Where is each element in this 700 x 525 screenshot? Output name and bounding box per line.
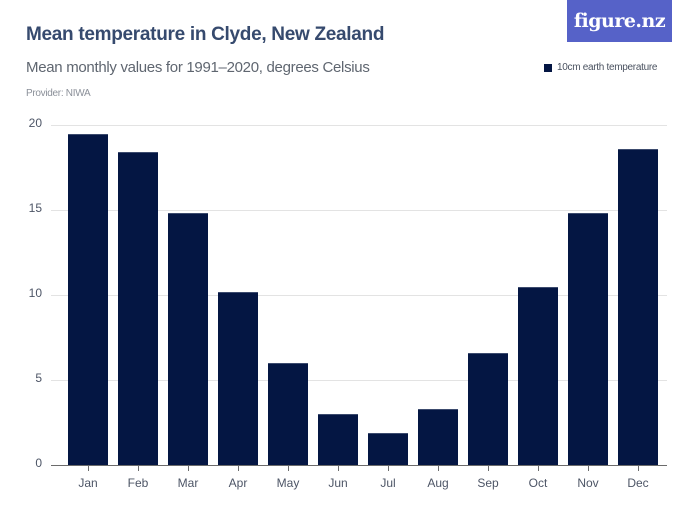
bar-jun[interactable] (318, 414, 358, 465)
chart-subtitle: Mean monthly values for 1991–2020, degre… (26, 59, 370, 76)
x-tick-mark (438, 466, 439, 471)
x-tick-label: Dec (627, 476, 649, 490)
y-tick-label: 15 (28, 201, 42, 215)
bar-nov[interactable] (568, 213, 608, 465)
x-tick-mark (538, 466, 539, 471)
gridline (51, 125, 667, 126)
x-tick-label: Jun (328, 476, 348, 490)
x-tick-label: Oct (528, 476, 548, 490)
provider-label: Provider: NIWA (26, 88, 91, 99)
gridline (51, 295, 667, 296)
bar-mar[interactable] (168, 213, 208, 465)
x-tick-label: Aug (427, 476, 449, 490)
legend-swatch (544, 63, 552, 72)
x-tick-mark (588, 466, 589, 471)
y-tick-label: 20 (28, 116, 42, 130)
bar-aug[interactable] (418, 408, 458, 465)
figure-nz-logo[interactable]: figure.nz (567, 0, 672, 42)
x-tick-mark (638, 466, 639, 471)
bar-feb[interactable] (118, 152, 158, 465)
x-tick-mark (88, 466, 89, 471)
x-tick-label: Nov (577, 476, 599, 490)
x-tick-mark (388, 466, 389, 471)
bar-oct[interactable] (518, 286, 558, 465)
x-tick-label: May (276, 476, 300, 490)
bar-jan[interactable] (68, 133, 108, 465)
x-axis-line (51, 465, 667, 466)
x-tick-label: Apr (228, 476, 248, 490)
bar-may[interactable] (268, 363, 308, 465)
bar-jul[interactable] (368, 432, 408, 465)
x-tick-mark (138, 466, 139, 471)
x-tick-label: Feb (127, 476, 149, 490)
bar-sep[interactable] (468, 352, 508, 465)
x-tick-mark (338, 466, 339, 471)
bar-dec[interactable] (618, 148, 658, 465)
gridline (51, 210, 667, 211)
y-tick-label: 10 (28, 286, 42, 300)
x-tick-mark (238, 466, 239, 471)
x-tick-mark (488, 466, 489, 471)
legend-label: 10cm earth temperature (557, 62, 658, 73)
x-tick-label: Sep (477, 476, 499, 490)
x-tick-label: Jul (380, 476, 396, 490)
chart-title: Mean temperature in Clyde, New Zealand (26, 24, 385, 45)
y-tick-label: 5 (35, 371, 42, 385)
x-tick-mark (288, 466, 289, 471)
x-tick-mark (188, 466, 189, 471)
legend: 10cm earth temperature (544, 62, 657, 73)
bar-apr[interactable] (218, 291, 258, 465)
y-tick-label: 0 (35, 456, 42, 470)
gridline (51, 380, 667, 381)
x-tick-label: Jan (78, 476, 98, 490)
x-tick-label: Mar (177, 476, 199, 490)
